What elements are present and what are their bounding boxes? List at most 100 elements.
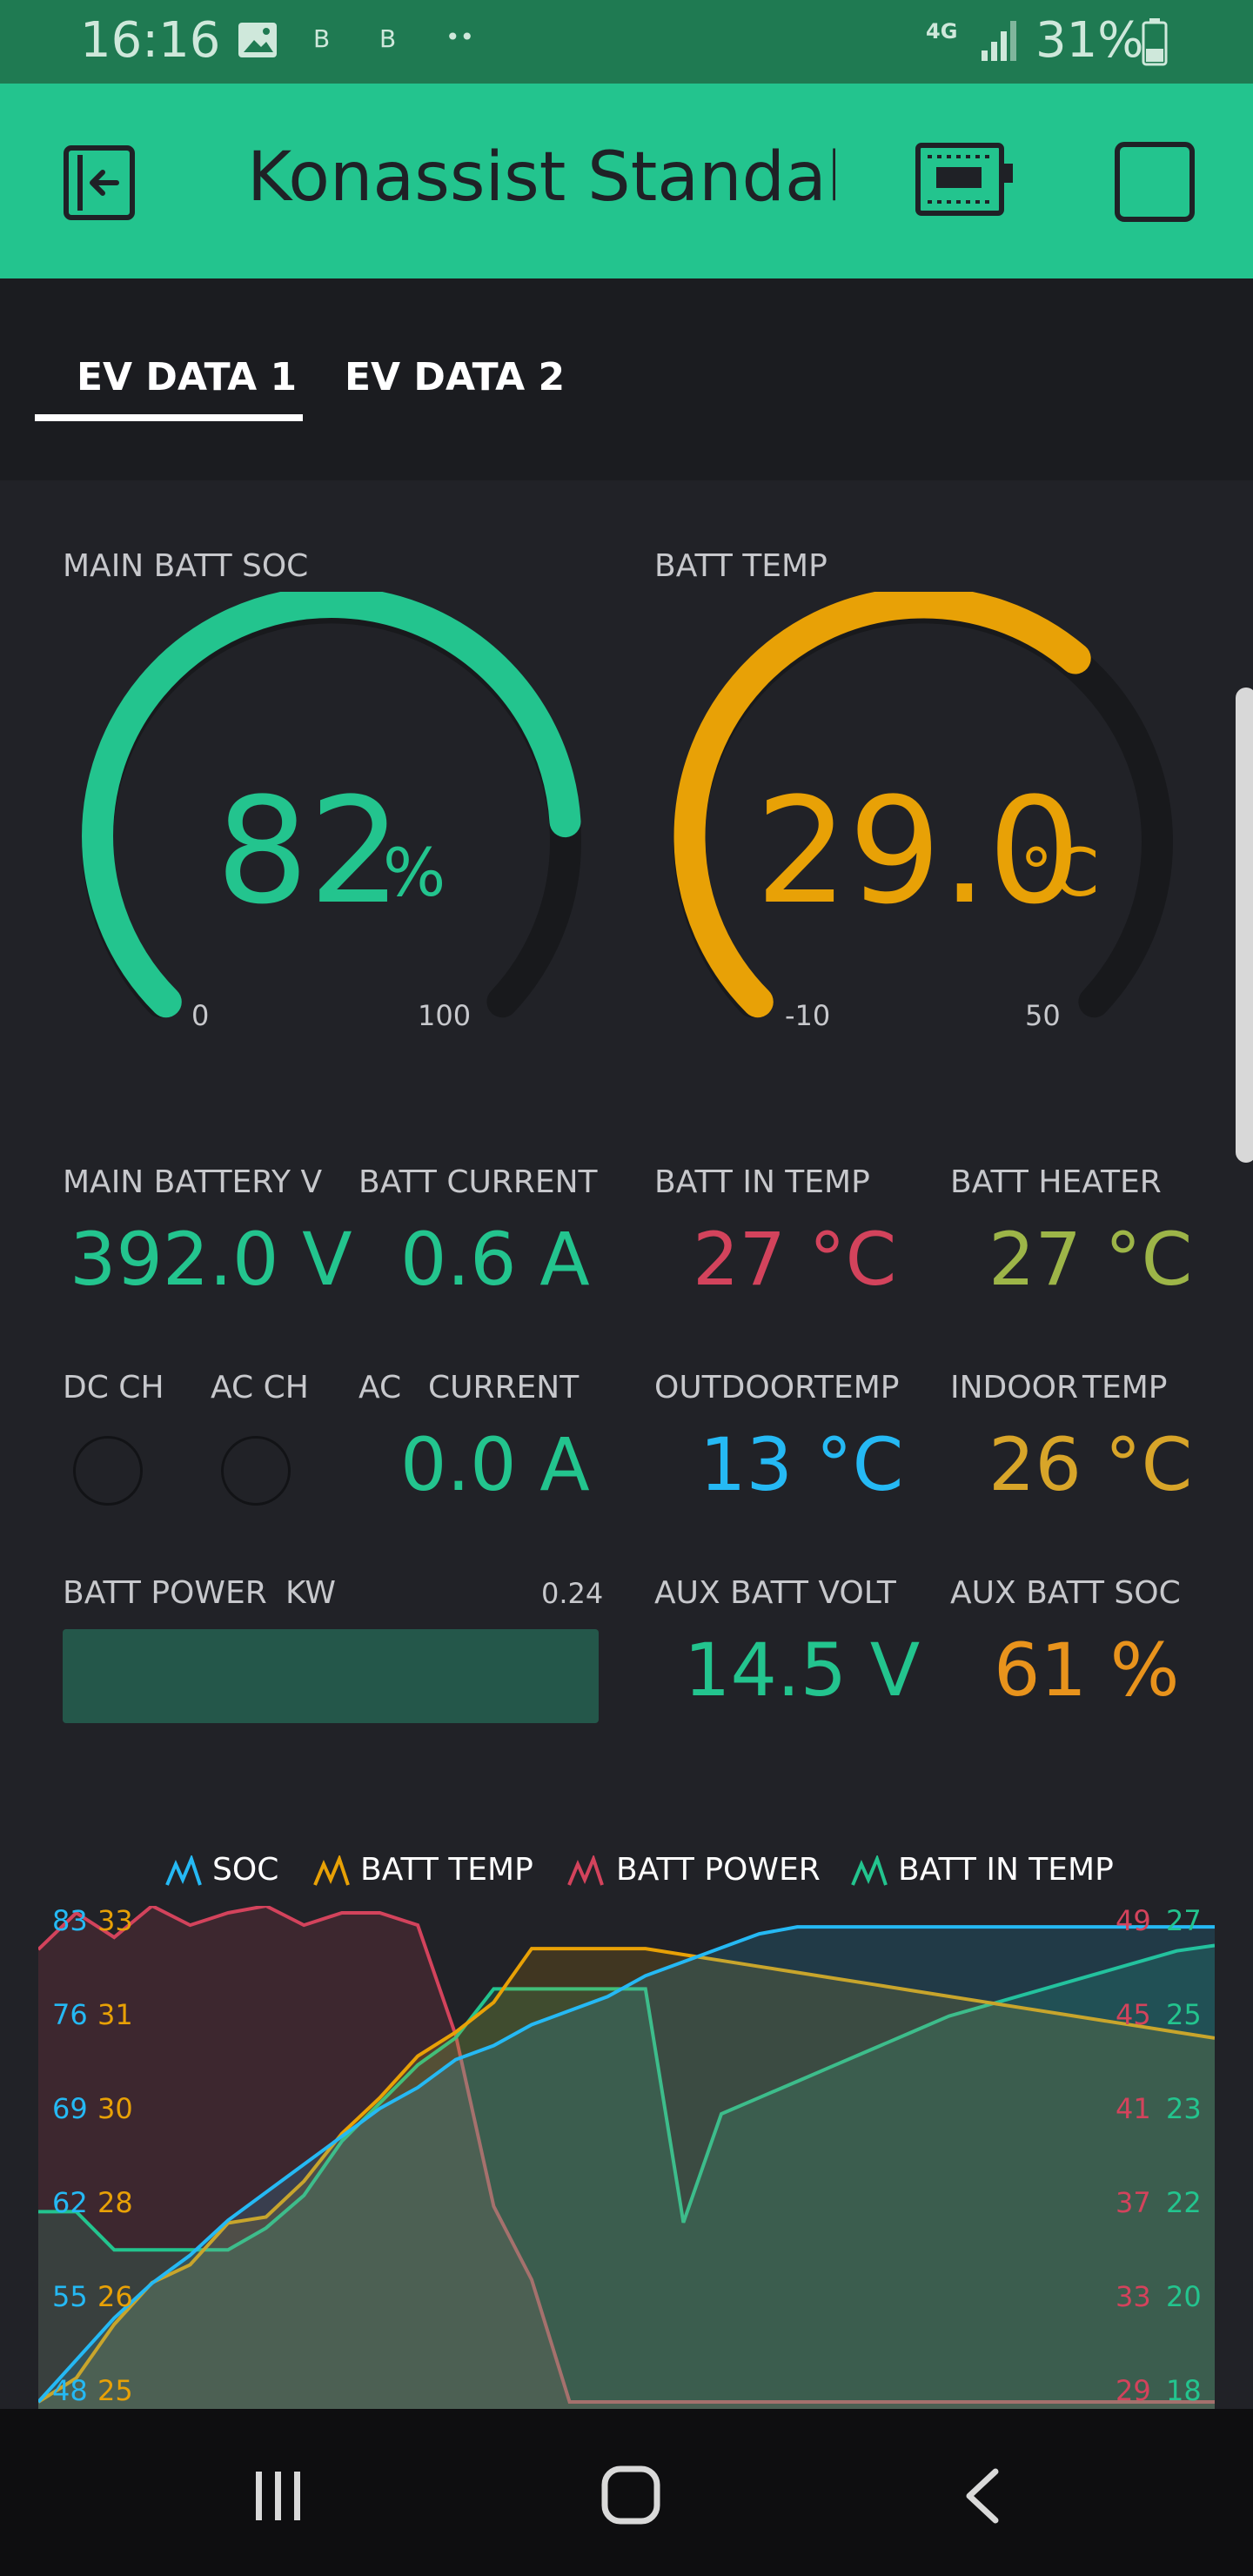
legend-batt-power-label: BATT POWER — [616, 1852, 821, 1888]
y-tick-right-batt-power: 37 — [1116, 2186, 1151, 2219]
main-battery-v-label: MAIN BATTERY V — [63, 1164, 323, 1200]
legend-batt-in-temp-icon — [851, 1855, 888, 1886]
indoor-temp-label-b: TEMP — [1082, 1370, 1168, 1405]
y-tick-left-batt-temp: 31 — [97, 1998, 133, 2031]
y-tick-left-soc: 83 — [52, 1904, 88, 1937]
batt-power-bar — [63, 1629, 599, 1723]
ac-ch-label: AC CH — [211, 1370, 309, 1405]
status-icon-b2: B — [379, 24, 397, 53]
batt-power-label-a: BATT POWER — [63, 1575, 267, 1611]
series-line-soc — [38, 1925, 1215, 2404]
recents-icon[interactable] — [252, 2468, 305, 2524]
series-area-batt-in-temp — [38, 1945, 1215, 2409]
ac-current-value: 0.0 A — [400, 1422, 590, 1507]
ac-ch-led[interactable] — [221, 1436, 291, 1506]
y-tick-left-batt-temp: 26 — [97, 2280, 133, 2313]
navigation-bar — [0, 2409, 1253, 2576]
soc-gauge-label: MAIN BATT SOC — [63, 548, 309, 584]
series-area-batt-power — [38, 1906, 1215, 2409]
batt-current-value: 0.6 A — [400, 1217, 590, 1302]
battery-percent: 31% — [1035, 12, 1144, 69]
temp-gauge-fill — [673, 592, 1091, 1018]
status-icon-b1: B — [313, 24, 331, 53]
y-tick-left-soc: 48 — [52, 2374, 88, 2407]
batt-heater-value: 27 °C — [988, 1217, 1193, 1302]
y-tick-right-batt-in-temp: 18 — [1166, 2374, 1202, 2407]
device-icon[interactable] — [914, 141, 1015, 219]
batt-current-label: BATT CURRENT — [358, 1164, 598, 1200]
batt-heater-label: BATT HEATER — [950, 1164, 1162, 1200]
y-tick-right-batt-power: 49 — [1116, 1904, 1151, 1937]
app-title: Konassist Standalon — [247, 138, 835, 217]
dc-ch-label: DC CH — [63, 1370, 164, 1405]
series-line-batt-in-temp — [38, 1943, 1215, 2252]
stop-icon[interactable] — [1114, 141, 1197, 225]
status-dots: •• — [446, 23, 475, 51]
aux-batt-volt-value: 14.5 V — [684, 1627, 921, 1713]
app-bar: Konassist Standalon — [0, 84, 1253, 278]
temp-gauge-label: BATT TEMP — [654, 548, 828, 584]
y-tick-right-batt-in-temp: 20 — [1166, 2280, 1202, 2313]
image-icon — [238, 23, 277, 57]
outdoor-temp-label-a: OUTDOOR — [654, 1370, 817, 1405]
y-tick-left-batt-temp: 28 — [97, 2186, 133, 2219]
legend-batt-temp-label: BATT TEMP — [360, 1852, 533, 1888]
y-tick-left-soc: 76 — [52, 1998, 88, 2031]
active-tab-indicator — [35, 414, 303, 421]
y-tick-left-soc: 62 — [52, 2186, 88, 2219]
y-tick-right-batt-power: 33 — [1116, 2280, 1151, 2313]
status-bar: 16:16 B B •• 4G 31% — [0, 0, 1253, 84]
y-tick-left-soc: 69 — [52, 2092, 88, 2125]
line-chart — [38, 1906, 1215, 2409]
indoor-temp-value: 26 °C — [988, 1422, 1193, 1507]
back-icon[interactable] — [961, 2466, 1002, 2526]
temp-gauge-value: 29.0 — [755, 766, 1082, 936]
soc-gauge-max: 100 — [418, 999, 472, 1032]
ac-current-label-a: AC — [358, 1370, 402, 1405]
batt-in-temp-label: BATT IN TEMP — [654, 1164, 870, 1200]
ac-current-label-b: CURRENT — [428, 1370, 580, 1405]
status-time: 16:16 — [80, 12, 221, 69]
series-line-batt-temp — [38, 1947, 1215, 2404]
soc-gauge-fill — [82, 592, 581, 1018]
y-tick-right-batt-power: 29 — [1116, 2374, 1151, 2407]
temp-gauge-unit: °C — [1020, 834, 1100, 911]
main-battery-v-value: 392.0 V — [70, 1217, 352, 1302]
series-area-soc — [38, 1927, 1215, 2409]
y-tick-left-batt-temp: 25 — [97, 2374, 133, 2407]
tab-ev-data-2[interactable]: EV DATA 2 — [345, 355, 566, 399]
outdoor-temp-label-b: TEMP — [814, 1370, 900, 1405]
series-line-batt-power — [38, 1906, 1215, 2404]
y-tick-right-batt-in-temp: 23 — [1166, 2092, 1202, 2125]
scrollbar[interactable] — [1236, 688, 1253, 1163]
soc-gauge-unit: % — [383, 834, 446, 911]
legend-soc-label: SOC — [212, 1852, 279, 1888]
soc-gauge-value: 82 — [216, 766, 402, 936]
temp-gauge-max: 50 — [1025, 999, 1061, 1032]
legend-batt-power-icon — [567, 1855, 604, 1886]
aux-batt-soc-label: AUX BATT SOC — [950, 1575, 1181, 1611]
dc-ch-led[interactable] — [73, 1436, 143, 1506]
y-tick-right-batt-power: 45 — [1116, 1998, 1151, 2031]
temp-gauge-min: -10 — [785, 999, 831, 1032]
exit-icon[interactable] — [54, 138, 141, 225]
y-tick-left-batt-temp: 30 — [97, 2092, 133, 2125]
aux-batt-soc-value: 61 % — [994, 1627, 1180, 1713]
indoor-temp-label-a: INDOOR — [950, 1370, 1078, 1405]
network-type: 4G — [926, 19, 958, 44]
y-tick-right-batt-in-temp: 27 — [1166, 1904, 1202, 1937]
legend-batt-in-temp-label: BATT IN TEMP — [898, 1852, 1114, 1888]
temp-gauge — [673, 592, 1173, 1018]
home-icon[interactable] — [600, 2465, 661, 2526]
soc-gauge — [82, 592, 581, 1018]
legend-soc-icon — [165, 1855, 202, 1886]
tab-ev-data-1[interactable]: EV DATA 1 — [77, 355, 298, 399]
signal-icon — [982, 21, 1016, 61]
y-tick-left-batt-temp: 33 — [97, 1904, 133, 1937]
y-tick-right-batt-power: 41 — [1116, 2092, 1151, 2125]
tab-bar: EV DATA 1 EV DATA 2 — [0, 278, 1253, 480]
y-tick-left-soc: 55 — [52, 2280, 88, 2313]
soc-gauge-min: 0 — [191, 999, 210, 1032]
series-area-batt-temp — [38, 1949, 1215, 2409]
aux-batt-volt-label: AUX BATT VOLT — [654, 1575, 896, 1611]
